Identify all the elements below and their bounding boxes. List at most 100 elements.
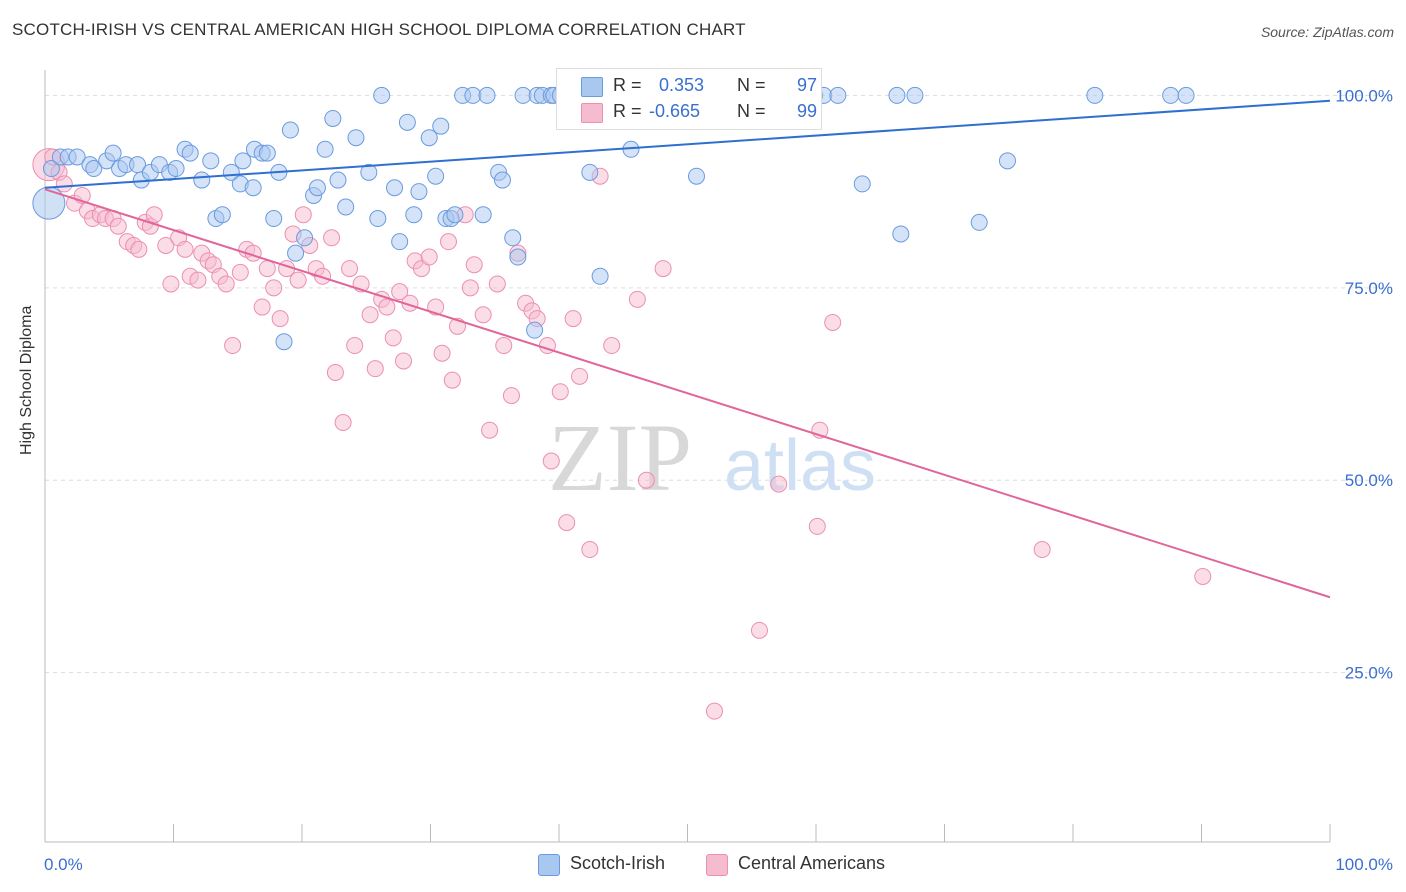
central-americans-point [750, 621, 768, 639]
central-americans-point [808, 517, 826, 535]
legend-r-label: R = [613, 75, 642, 95]
central-americans-point [258, 260, 276, 278]
scotch-irish-point [493, 171, 511, 189]
scotch-irish-point [398, 113, 416, 131]
scotch-irish-point [258, 144, 276, 162]
central-americans-point [439, 233, 457, 251]
scotch-irish-trend-line [44, 99, 1331, 189]
central-americans-point [654, 260, 672, 278]
central-americans-point [231, 263, 249, 281]
central-americans-point [488, 275, 506, 293]
scotch-irish-point [373, 86, 391, 104]
scotch-irish-point [526, 321, 544, 339]
scotch-irish-point [275, 333, 293, 351]
legend-swatch-blue [581, 77, 603, 97]
scotch-irish-point [427, 167, 445, 185]
central-americans-point [443, 371, 461, 389]
scotch-irish-point [405, 206, 423, 224]
central-americans-point [55, 175, 73, 193]
scotch-irish-point [360, 163, 378, 181]
scotch-irish-point [213, 206, 231, 224]
central-americans-point [571, 367, 589, 385]
scotch-irish-point [970, 213, 988, 231]
central-americans-point [637, 471, 655, 489]
central-americans-point [705, 702, 723, 720]
legend-n-value-pink: 99 [797, 101, 818, 121]
legend-n-label: N = [737, 75, 766, 95]
central-americans-point [465, 256, 483, 274]
legend-n-value-blue: 97 [797, 75, 818, 95]
watermark: ZIP atlas [548, 404, 876, 511]
central-americans-point [271, 310, 289, 328]
central-americans-point [323, 229, 341, 247]
scotch-irish-point [42, 160, 60, 178]
legend-swatch-pink [581, 103, 603, 123]
legend-r-label: R = [613, 101, 642, 121]
scotch-irish-point [181, 144, 199, 162]
scotch-irish-point [308, 179, 326, 197]
central-americans-point [1194, 567, 1212, 585]
central-americans-point [294, 206, 312, 224]
central-americans-point [384, 329, 402, 347]
central-americans-point [366, 360, 384, 378]
scotch-irish-point [296, 229, 314, 247]
central-americans-point [176, 240, 194, 258]
central-americans-point [542, 452, 560, 470]
scotch-irish-point [464, 86, 482, 104]
central-americans-point [564, 310, 582, 328]
central-americans-point [341, 260, 359, 278]
scotch-irish-point [892, 225, 910, 243]
central-americans-point [461, 279, 479, 297]
scotch-irish-point [1086, 86, 1104, 104]
y-tick-label-50: 50.0% [1345, 471, 1393, 490]
scotch-irish-point [509, 248, 527, 266]
central-americans-point [314, 267, 332, 285]
scotch-irish-point [337, 198, 355, 216]
scotch-irish-point [410, 183, 428, 201]
scotch-irish-point [193, 171, 211, 189]
central-americans-point [265, 279, 283, 297]
correlation-legend: R = 0.353 N = 97 R = -0.665 N = 99 [556, 68, 822, 130]
x-tick-label-0: 0.0% [44, 855, 83, 874]
trend-lines [44, 99, 1331, 599]
central-americans-point [346, 337, 364, 355]
scotch-irish-point [324, 109, 342, 127]
bottom-legend-label-pink: Central Americans [738, 853, 886, 873]
scotch-irish-point [234, 152, 252, 170]
central-americans-point [433, 344, 451, 362]
scotch-irish-point [265, 210, 283, 228]
central-americans-point [581, 541, 599, 559]
central-americans-point [334, 414, 352, 432]
central-americans-point [770, 475, 788, 493]
central-americans-point [551, 383, 569, 401]
central-americans-point [378, 298, 396, 316]
scotch-irish-point [167, 160, 185, 178]
scotch-irish-point [906, 86, 924, 104]
scotch-irish-point [829, 86, 847, 104]
scotch-irish-point [581, 163, 599, 181]
scotch-irish-point [504, 229, 522, 247]
central-americans-point [109, 217, 127, 235]
scotch-irish-point [68, 148, 86, 166]
scotch-irish-point [316, 140, 334, 158]
watermark-zip: ZIP [548, 404, 692, 511]
central-americans-point [130, 240, 148, 258]
y-axis-label: High School Diploma [18, 305, 35, 455]
central-americans-point [224, 337, 242, 355]
scotch-irish-point [432, 117, 450, 135]
central-americans-point [391, 283, 409, 301]
scotch-irish-point [474, 206, 492, 224]
legend-r-value-pink: -0.665 [649, 101, 701, 121]
central-americans-point [628, 290, 646, 308]
scotch-irish-point [85, 160, 103, 178]
scotch-irish-point [687, 167, 705, 185]
chart-title: SCOTCH-IRISH VS CENTRAL AMERICAN HIGH SC… [12, 20, 746, 39]
scotch-irish-point [287, 244, 305, 262]
scotch-irish-point [369, 210, 387, 228]
scotch-irish-point [202, 152, 220, 170]
central-americans-point [217, 275, 235, 293]
scotch-irish-point [888, 86, 906, 104]
scotch-irish-point [998, 152, 1016, 170]
central-americans-point [824, 313, 842, 331]
central-americans-trend-line [44, 188, 1331, 599]
